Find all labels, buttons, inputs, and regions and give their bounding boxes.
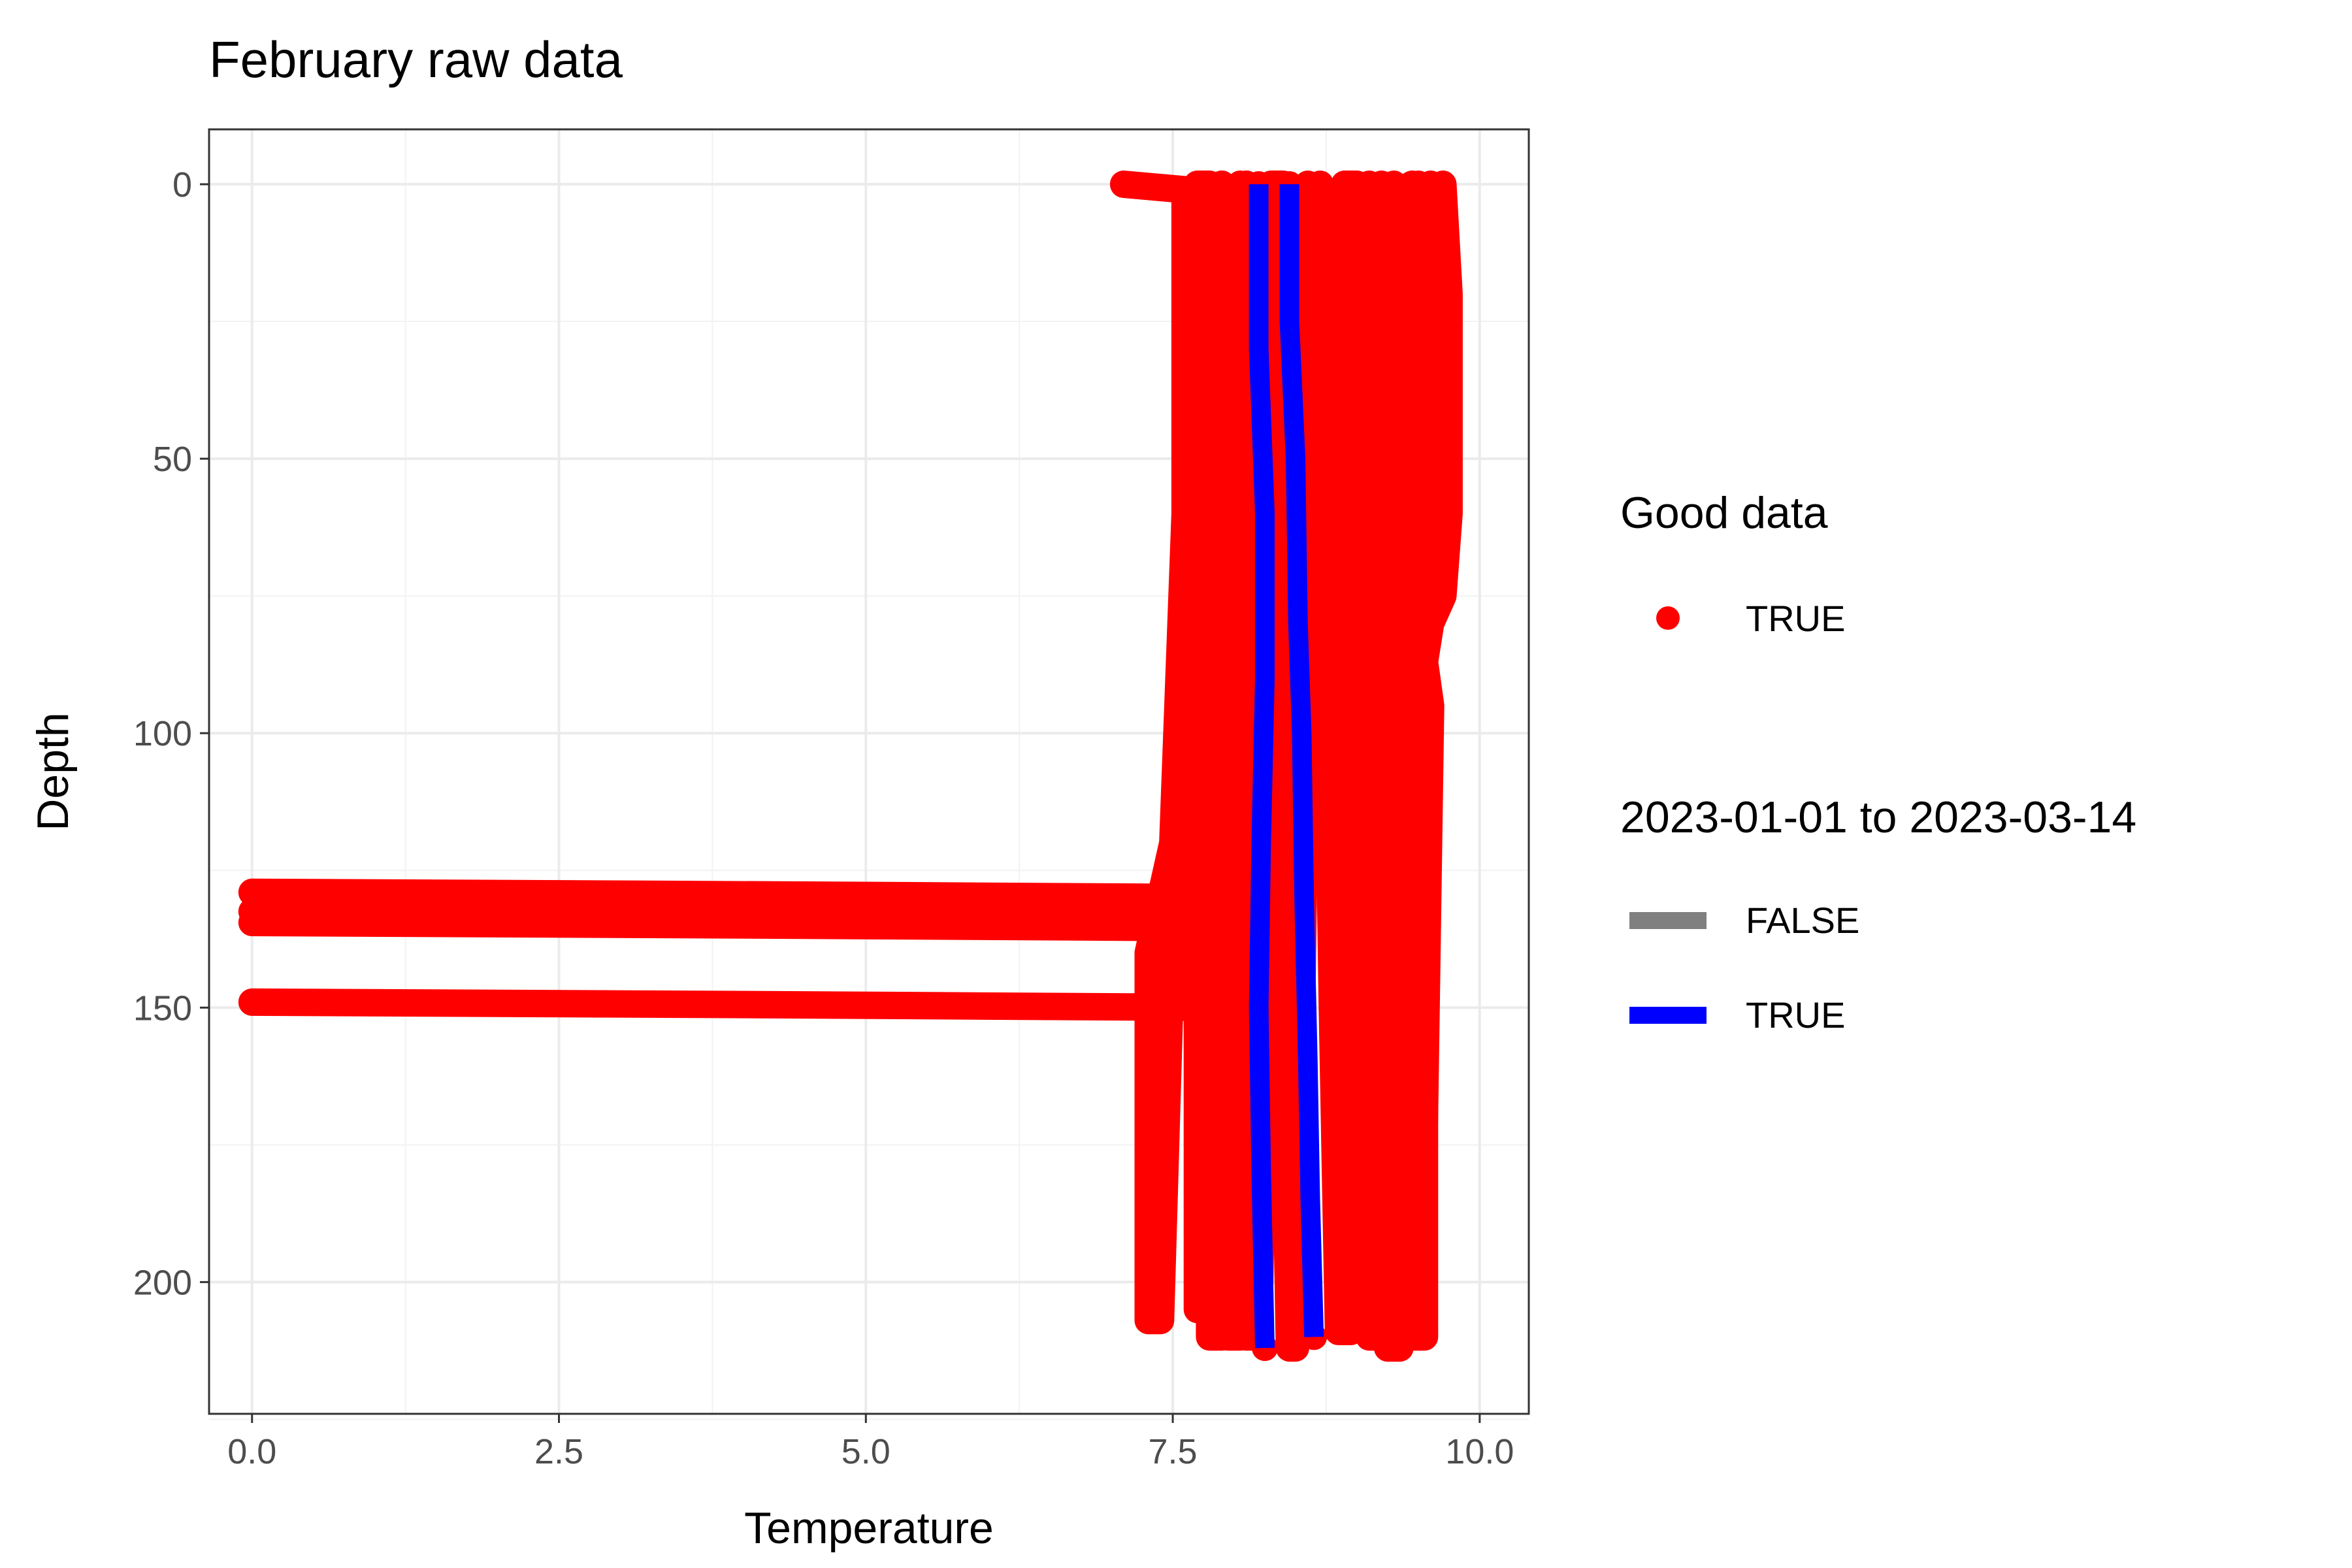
good-data-point <box>238 909 265 936</box>
y-tick-label: 100 <box>133 714 192 753</box>
good-data-point-trace <box>238 988 1254 1022</box>
x-tick-label: 0.0 <box>227 1432 276 1471</box>
legend-date-range: 2023-01-01 to 2023-03-14 FALSE TRUE <box>1620 792 2136 1036</box>
legend-good-data: Good data TRUE <box>1620 488 1845 639</box>
x-axis-title: Temperature <box>744 1503 994 1553</box>
y-tick-label: 150 <box>133 988 192 1028</box>
good-data-point <box>1110 171 1137 198</box>
good-data-point-trace <box>238 909 1260 942</box>
x-tick-label: 10.0 <box>1445 1432 1514 1471</box>
series-line-true <box>1279 184 1324 1337</box>
y-axis-title: Depth <box>28 712 78 830</box>
legend-title-good-data: Good data <box>1620 488 1828 538</box>
series-line-true <box>1249 184 1275 1348</box>
y-tick-label: 0 <box>172 165 192 204</box>
good-data-point <box>1380 171 1407 198</box>
good-data-point-trace <box>238 878 1260 912</box>
good-data-points <box>238 171 1463 1362</box>
series-true-lines <box>1249 184 1324 1348</box>
legend-label-true: TRUE <box>1746 994 1845 1036</box>
good-data-point <box>1411 1324 1438 1350</box>
good-data-point <box>1429 171 1456 198</box>
good-data-point <box>1147 1307 1174 1334</box>
chart-title: February raw data <box>209 31 623 88</box>
good-data-point-trace <box>1331 171 1408 1296</box>
good-data-point <box>1399 1296 1426 1323</box>
plot-data <box>238 171 1463 1362</box>
x-tick-label: 5.0 <box>841 1432 890 1471</box>
legend-key-point-true <box>1656 606 1680 630</box>
y-tick-label: 50 <box>153 440 192 479</box>
good-data-point <box>238 879 265 906</box>
legend-label-good-true: TRUE <box>1746 598 1845 639</box>
x-tick-label: 7.5 <box>1149 1432 1198 1471</box>
x-tick-label: 2.5 <box>534 1432 583 1471</box>
good-data-point <box>1307 171 1333 198</box>
plot-border <box>208 128 1530 1415</box>
good-data-point <box>1331 171 1358 198</box>
legend-label-false: FALSE <box>1746 900 1859 941</box>
x-axis: 0.0 2.5 5.0 7.5 10.0 <box>227 1414 1514 1471</box>
good-data-point <box>1196 1296 1223 1323</box>
y-axis: 0 50 100 150 200 <box>133 165 209 1302</box>
y-tick-label: 200 <box>133 1263 192 1302</box>
good-data-point <box>238 988 265 1015</box>
legend-title-date-range: 2023-01-01 to 2023-03-14 <box>1620 792 2136 842</box>
